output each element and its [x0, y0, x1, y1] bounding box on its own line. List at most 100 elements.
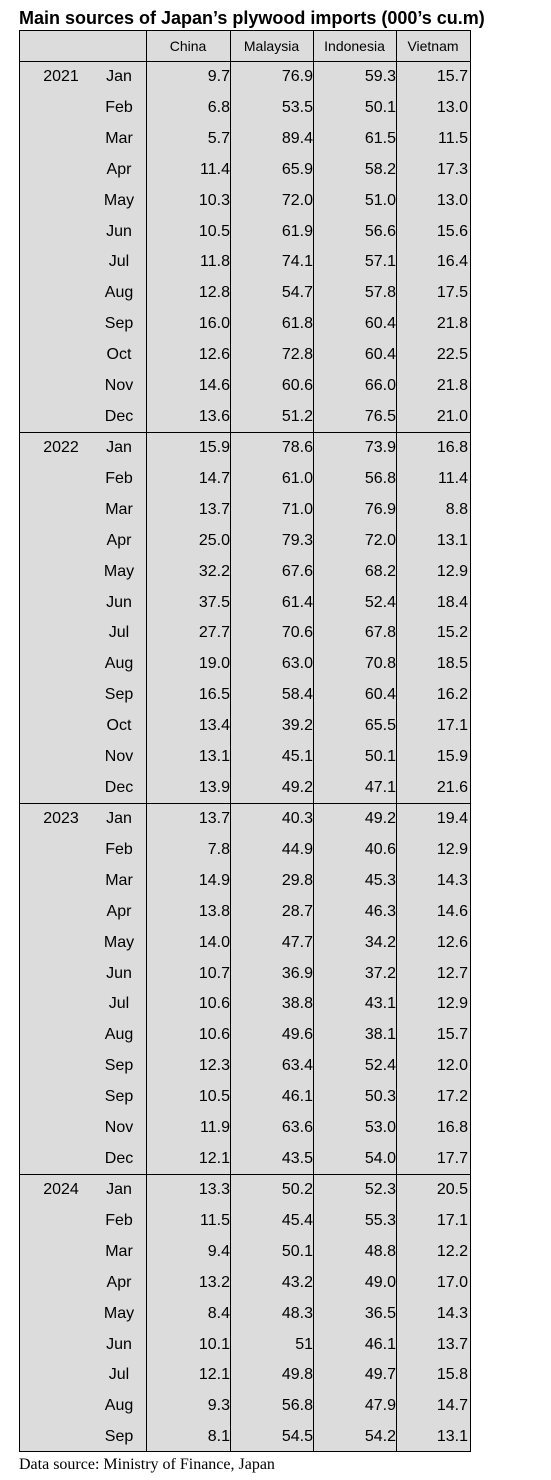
data-source-note: Data source: Ministry of Finance, Japan: [19, 1456, 275, 1473]
malaysia-value: 51: [295, 1335, 313, 1353]
table-row: Nov 11.9 63.6 53.0 16.8: [20, 1113, 470, 1144]
indonesia-value: 65.5: [364, 717, 396, 735]
vietnam-value: 21.0: [436, 407, 468, 425]
malaysia-value: 36.9: [281, 964, 313, 982]
vietnam-value: 21.8: [436, 315, 468, 333]
month-label: Nov: [104, 748, 134, 765]
column-header-vietnam: Vietnam: [407, 38, 459, 54]
vietnam-value: 17.3: [436, 160, 468, 178]
column-header-malaysia: Malaysia: [243, 38, 300, 54]
china-value: 9.7: [207, 68, 230, 85]
vietnam-value: 17.7: [436, 1149, 468, 1167]
table-row: Sep 12.3 63.4 52.4 12.0: [20, 1051, 470, 1082]
malaysia-value: 67.6: [281, 562, 313, 580]
indonesia-value: 57.1: [364, 253, 396, 271]
china-value: 16.0: [198, 315, 230, 333]
table-row: Feb 6.8 53.5 50.1 13.0: [20, 93, 470, 124]
year-label: 2022: [43, 439, 79, 456]
vietnam-value: 18.5: [436, 655, 468, 673]
month-label: Mar: [105, 1242, 133, 1260]
malaysia-value: 74.1: [281, 253, 313, 271]
china-value: 9.3: [207, 1397, 230, 1415]
month-label: Jul: [108, 624, 130, 642]
table-row: Aug 9.3 56.8 47.9 14.7: [20, 1391, 470, 1422]
month-label: Sep: [104, 686, 134, 704]
month-label: Jan: [106, 439, 132, 456]
table-row: Apr 13.2 43.2 49.0 17.0: [20, 1268, 470, 1299]
china-value: 11.8: [200, 253, 230, 271]
vietnam-value: 13.0: [436, 191, 468, 209]
malaysia-value: 56.8: [281, 1397, 313, 1415]
month-label: Apr: [106, 160, 132, 178]
table-row: Oct 13.4 39.2 65.5 17.1: [20, 711, 470, 742]
table-row: Dec 13.9 49.2 47.1 21.6: [20, 773, 470, 804]
malaysia-value: 61.4: [281, 593, 313, 611]
indonesia-value: 66.0: [364, 377, 396, 394]
vietnam-value: 13.1: [436, 1428, 468, 1446]
vietnam-value: 15.9: [436, 748, 468, 765]
table-row: Dec 12.1 43.5 54.0 17.7: [20, 1144, 470, 1175]
china-value: 15.9: [198, 439, 230, 456]
column-header-china: China: [169, 38, 207, 54]
table-row: Apr 25.0 79.3 72.0 13.1: [20, 526, 470, 557]
china-value: 9.4: [207, 1242, 230, 1260]
vietnam-value: 14.3: [436, 1304, 468, 1322]
malaysia-value: 43.2: [281, 1273, 313, 1291]
table-title: Main sources of Japan’s plywood imports …: [19, 8, 485, 28]
vietnam-value: 14.6: [436, 902, 468, 920]
china-value: 6.8: [207, 98, 230, 116]
indonesia-value: 45.3: [364, 871, 396, 889]
china-value: 12.1: [198, 1149, 230, 1167]
china-value: 13.4: [198, 717, 230, 735]
row-divider: [20, 803, 470, 804]
malaysia-value: 47.7: [281, 933, 313, 951]
indonesia-value: 56.8: [364, 469, 396, 487]
table-row: Aug 10.6 49.6 38.1 15.7: [20, 1020, 470, 1051]
indonesia-value: 53.0: [364, 1119, 396, 1136]
malaysia-value: 39.2: [281, 717, 313, 735]
vietnam-value: 8.8: [445, 500, 468, 518]
table-row: Oct 12.6 72.8 60.4 22.5: [20, 340, 470, 371]
month-label: Sep: [104, 1428, 134, 1446]
vietnam-value: 17.1: [436, 1211, 468, 1229]
china-value: 13.7: [198, 500, 230, 518]
table-row: Sep 16.0 61.8 60.4 21.8: [20, 309, 470, 340]
vietnam-value: 17.5: [436, 284, 468, 302]
vietnam-value: 15.7: [436, 1026, 468, 1044]
column-divider: [230, 31, 231, 1451]
china-value: 13.3: [198, 1181, 230, 1198]
indonesia-value: 72.0: [364, 531, 396, 549]
indonesia-value: 54.2: [364, 1428, 396, 1446]
indonesia-value: 57.8: [364, 284, 396, 302]
china-value: 12.1: [198, 1366, 230, 1384]
year-label: 2024: [43, 1181, 79, 1198]
indonesia-value: 56.6: [364, 222, 396, 240]
table-row: Jun 10.7 36.9 37.2 12.7: [20, 959, 470, 990]
table-row: Apr 11.4 65.9 58.2 17.3: [20, 155, 470, 186]
indonesia-value: 48.8: [364, 1242, 396, 1260]
month-label: Feb: [105, 469, 133, 487]
indonesia-value: 73.9: [364, 439, 396, 456]
china-value: 5.7: [207, 129, 230, 147]
row-divider: [20, 432, 470, 433]
indonesia-value: 52.4: [364, 1057, 396, 1075]
malaysia-value: 46.1: [281, 1088, 313, 1106]
china-value: 8.1: [207, 1428, 230, 1446]
vietnam-value: 12.0: [436, 1057, 468, 1075]
malaysia-value: 49.2: [281, 778, 313, 796]
column-header-indonesia: Indonesia: [324, 38, 385, 54]
table-row: 2024 Jan 13.3 50.2 52.3 20.5: [20, 1175, 470, 1206]
table-row: Mar 5.7 89.4 61.5 11.5: [20, 124, 470, 155]
china-value: 10.1: [198, 1335, 230, 1353]
month-label: Mar: [105, 871, 133, 889]
china-value: 25.0: [198, 531, 230, 549]
table-row: Feb 14.7 61.0 56.8 11.4: [20, 464, 470, 495]
month-label: Oct: [106, 346, 132, 364]
malaysia-value: 65.9: [281, 160, 313, 178]
malaysia-value: 51.2: [281, 407, 313, 425]
indonesia-value: 61.5: [364, 129, 396, 147]
vietnam-value: 15.8: [436, 1366, 468, 1384]
table-row: 2022 Jan 15.9 78.6 73.9 16.8: [20, 433, 470, 464]
malaysia-value: 44.9: [281, 840, 313, 858]
month-label: Jun: [106, 593, 132, 611]
